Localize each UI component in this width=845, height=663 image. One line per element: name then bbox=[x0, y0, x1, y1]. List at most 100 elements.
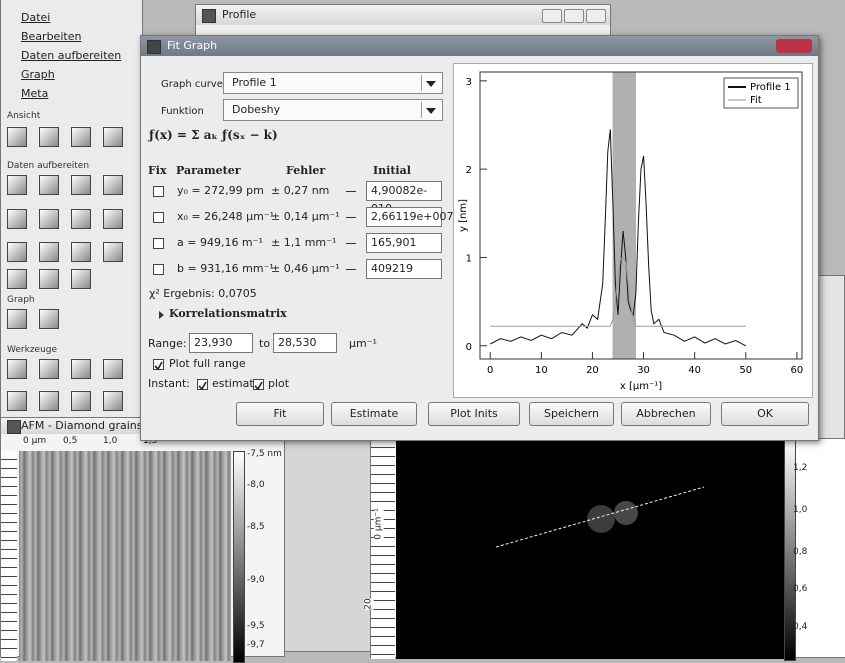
checkbox[interactable] bbox=[153, 264, 164, 275]
ruler-label: 0,5 bbox=[63, 436, 77, 446]
button[interactable]: Speichern bbox=[529, 402, 614, 426]
button[interactable]: Estimate bbox=[331, 402, 417, 426]
fit-graph-dialog: Fit Graph 01020304050600123x [µm⁻¹]y [nm… bbox=[140, 35, 819, 441]
tool-icon[interactable] bbox=[71, 269, 91, 289]
section-label[interactable]: Werkzeuge bbox=[7, 345, 57, 355]
menu-item[interactable]: Bearbeiten bbox=[21, 30, 81, 43]
combo-box[interactable]: Profile 1 bbox=[223, 72, 443, 94]
checkbox-label[interactable]: Plot full range bbox=[169, 357, 246, 370]
tool-icon[interactable] bbox=[103, 175, 123, 195]
tool-icon[interactable] bbox=[7, 127, 27, 147]
tool-icon[interactable] bbox=[39, 242, 59, 262]
dialog-title: Fit Graph bbox=[167, 39, 217, 52]
menu-item[interactable]: Datei bbox=[21, 11, 50, 24]
button[interactable]: Abbrechen bbox=[621, 402, 711, 426]
toolbox-window: Datei Bearbeiten Daten aufbereiten Graph Met… bbox=[0, 0, 143, 422]
chi-square: χ² Ergebnis: 0,0705 bbox=[149, 287, 257, 300]
tool-icon[interactable] bbox=[39, 391, 59, 411]
tool-icon[interactable] bbox=[71, 391, 91, 411]
formula: ƒ(x) = Σ aₖ ƒ(sₓ − k) bbox=[149, 128, 278, 142]
tool-icon[interactable] bbox=[103, 242, 123, 262]
scale-label: 0,6 bbox=[793, 584, 807, 594]
tool-icon[interactable] bbox=[71, 127, 91, 147]
unit: µm⁻¹ bbox=[349, 337, 377, 350]
tool-icon[interactable] bbox=[7, 269, 27, 289]
initial-input[interactable]: 165,901 bbox=[366, 233, 442, 253]
section-label[interactable]: Daten aufbereiten bbox=[7, 161, 89, 171]
parameter-value: b = 931,16 mm⁻¹ bbox=[177, 262, 274, 275]
fft-spot bbox=[587, 505, 615, 533]
tool-icon[interactable] bbox=[7, 359, 27, 379]
tool-icon[interactable] bbox=[7, 309, 27, 329]
menu-item[interactable]: Graph bbox=[21, 68, 55, 81]
tool-icon[interactable] bbox=[39, 269, 59, 289]
arrow bbox=[346, 269, 356, 270]
tool-icon[interactable] bbox=[7, 391, 27, 411]
table-header: Fehler bbox=[286, 164, 325, 177]
range-from-input[interactable]: 23,930 bbox=[189, 333, 253, 353]
profile-title-bar: Profile bbox=[196, 5, 610, 25]
checkbox[interactable] bbox=[153, 359, 164, 370]
tool-icon[interactable] bbox=[71, 242, 91, 262]
x-axis-label: x [µm⁻¹] bbox=[620, 381, 662, 392]
tool-icon[interactable] bbox=[103, 359, 123, 379]
button[interactable]: OK bbox=[721, 402, 809, 426]
x-tick-label: 30 bbox=[637, 365, 650, 376]
range-to-input[interactable]: 28,530 bbox=[273, 333, 337, 353]
tool-icon[interactable] bbox=[71, 175, 91, 195]
label: to bbox=[259, 337, 270, 350]
button[interactable]: Fit bbox=[236, 402, 324, 426]
tool-icon[interactable] bbox=[39, 359, 59, 379]
tool-icon[interactable] bbox=[7, 209, 27, 229]
scale-label: -7,5 nm bbox=[247, 449, 282, 459]
parameter-error: ± 0,27 nm bbox=[271, 184, 329, 197]
y-tick-label: 1 bbox=[466, 253, 472, 264]
vertical-ruler bbox=[1, 451, 17, 661]
checkbox[interactable] bbox=[153, 212, 164, 223]
checkbox-label[interactable]: plot bbox=[268, 377, 289, 390]
desktop: { "toolbox": { "menu": ["Datei", "Bearbe… bbox=[0, 0, 845, 652]
tool-icon[interactable] bbox=[39, 209, 59, 229]
y-axis-label: y [nm] bbox=[458, 199, 469, 232]
checkbox[interactable] bbox=[153, 186, 164, 197]
tool-icon[interactable] bbox=[39, 175, 59, 195]
table-header: Parameter bbox=[176, 164, 241, 177]
initial-input[interactable]: 409219 bbox=[366, 259, 442, 279]
tool-icon[interactable] bbox=[71, 359, 91, 379]
fft-image bbox=[396, 439, 784, 659]
scale-label: -9,0 bbox=[247, 575, 265, 585]
tool-icon[interactable] bbox=[103, 209, 123, 229]
tool-icon[interactable] bbox=[7, 175, 27, 195]
maximize-button[interactable] bbox=[564, 9, 584, 23]
tool-icon[interactable] bbox=[39, 309, 59, 329]
section-label[interactable]: Ansicht bbox=[7, 111, 40, 121]
tool-icon[interactable] bbox=[103, 391, 123, 411]
tool-icon[interactable] bbox=[7, 242, 27, 262]
button[interactable]: Plot Inits bbox=[428, 402, 520, 426]
parameter-error: ± 0,14 µm⁻¹ bbox=[271, 210, 340, 223]
initial-input[interactable]: 2,66119e+007 bbox=[366, 207, 442, 227]
section-label[interactable]: Graph bbox=[7, 295, 35, 305]
check-mark bbox=[154, 361, 163, 370]
parameter-value: y₀ = 272,99 pm bbox=[177, 184, 264, 197]
expander-arrow[interactable] bbox=[159, 311, 168, 319]
tool-icon[interactable] bbox=[39, 127, 59, 147]
background-window bbox=[280, 440, 375, 652]
menu-item[interactable]: Daten aufbereiten bbox=[21, 49, 121, 62]
combo-box[interactable]: Dobeshy bbox=[223, 99, 443, 121]
minimize-button[interactable] bbox=[542, 9, 562, 23]
checkbox[interactable] bbox=[197, 379, 208, 390]
checkbox[interactable] bbox=[153, 238, 164, 249]
tool-icon[interactable] bbox=[103, 127, 123, 147]
label: Funktion bbox=[161, 106, 204, 117]
checkbox[interactable] bbox=[253, 379, 264, 390]
check-mark bbox=[198, 381, 207, 390]
close-button[interactable] bbox=[776, 39, 812, 53]
close-button[interactable] bbox=[586, 9, 606, 23]
initial-input[interactable]: 4,90082e-010 bbox=[366, 181, 442, 201]
tool-icon[interactable] bbox=[71, 209, 91, 229]
expander-label[interactable]: Korrelationsmatrix bbox=[169, 307, 287, 320]
menu-item[interactable]: Meta bbox=[21, 87, 48, 100]
scale-label: -8,0 bbox=[247, 480, 265, 490]
